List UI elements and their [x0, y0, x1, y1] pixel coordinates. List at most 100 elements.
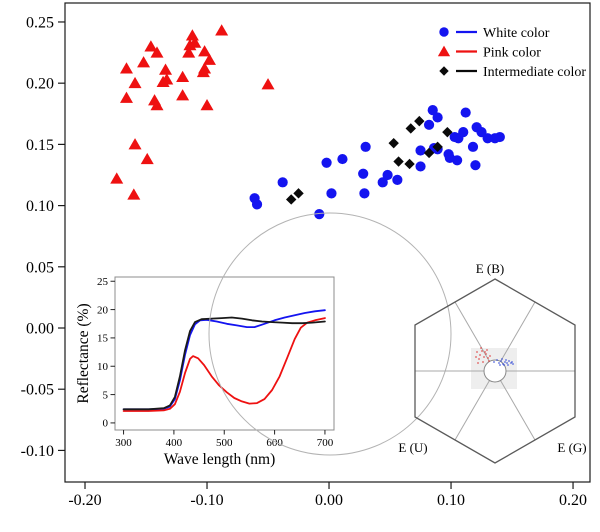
- pink-micro-cluster-dot: [484, 351, 486, 353]
- white-micro-cluster-dot: [496, 359, 498, 361]
- scatter-point-diamond: [393, 156, 404, 167]
- scatter-point-triangle: [182, 46, 196, 58]
- pink-micro-cluster-dot: [483, 356, 485, 358]
- pink-micro-cluster-dot: [482, 361, 484, 363]
- y-tick-label: 0.25: [26, 14, 54, 31]
- scatter-point-circle: [377, 177, 388, 188]
- hexagon-label-eb: E (B): [476, 261, 505, 276]
- scatter-point-circle: [467, 141, 479, 152]
- pink-micro-cluster-dot: [485, 353, 487, 355]
- scatter-point-diamond: [404, 158, 415, 170]
- pink-micro-cluster-dot: [479, 354, 481, 356]
- scatter-point-triangle: [176, 89, 190, 101]
- scatter-point-circle: [382, 169, 393, 181]
- white-micro-cluster-dot: [499, 364, 501, 366]
- hexagon-spoke: [454, 301, 496, 372]
- scatter-point-triangle: [140, 152, 154, 165]
- x-tick-label: -0.20: [68, 492, 101, 509]
- y-tick-label: 0.20: [26, 76, 54, 93]
- inset-y-tick-label: 25: [97, 276, 109, 288]
- scatter-point-circle: [482, 133, 493, 144]
- scatter-point-triangle: [110, 172, 124, 184]
- white-micro-cluster-dot: [498, 362, 500, 364]
- white-micro-cluster-dot: [501, 358, 503, 360]
- scatter-point-triangle: [176, 70, 190, 83]
- white-micro-cluster-dot: [511, 361, 513, 363]
- white-micro-cluster-dot: [493, 361, 495, 363]
- inset-x-tick-label: 400: [166, 437, 183, 449]
- pink-micro-cluster-dot: [478, 358, 480, 360]
- inset-y-tick-label: 0: [103, 418, 109, 430]
- pink-micro-cluster-dot: [477, 362, 479, 364]
- scatter-point-circle: [314, 209, 325, 220]
- scatter-point-circle: [415, 145, 426, 156]
- magnifier-circle: [208, 212, 452, 456]
- pink-micro-cluster-dot: [489, 355, 491, 357]
- inset-x-tick-label: 500: [216, 437, 233, 449]
- inset-y-tick-label: 5: [103, 389, 109, 401]
- y-tick-label: 0.15: [26, 137, 54, 154]
- scatter-point-circle: [321, 157, 332, 168]
- scatter-point-triangle: [198, 45, 212, 57]
- scatter-point-triangle: [261, 78, 275, 90]
- hexagon-label-eu: E (U): [398, 440, 427, 455]
- white-micro-cluster-dot: [503, 364, 505, 366]
- scatter-point-triangle: [128, 76, 142, 89]
- spectra-line: [122, 316, 326, 411]
- scatter-point-circle: [392, 174, 403, 185]
- legend-marker-triangle: [437, 45, 451, 57]
- scatter-point-triangle: [150, 46, 164, 58]
- scatter-point-diamond: [286, 194, 297, 205]
- inset-y-axis-title: Reflectance (%): [75, 303, 92, 403]
- spectra-line: [122, 309, 326, 411]
- inset-y-tick-label: 15: [97, 333, 109, 345]
- inset-x-axis-title: Wave length (nm): [164, 451, 276, 468]
- scatter-point-diamond: [442, 126, 453, 138]
- pink-micro-cluster-dot: [487, 357, 489, 359]
- pink-micro-cluster-dot: [481, 350, 483, 352]
- color-hexagon-diagram: E (B) E (U) E (G): [398, 261, 587, 464]
- scatter-point-diamond: [423, 147, 435, 159]
- scatter-point-triangle: [128, 138, 142, 150]
- inset-y-tick-label: 10: [97, 361, 109, 373]
- spectra-line: [122, 317, 326, 412]
- main-plot-frame: [64, 2, 591, 483]
- pink-micro-cluster-dot: [480, 347, 482, 349]
- scatter-point-diamond: [405, 123, 416, 134]
- scatter-point-triangle: [159, 63, 173, 75]
- legend-item-label: Intermediate color: [483, 65, 586, 80]
- y-tick-label: -0.10: [21, 443, 54, 460]
- inset-frame: [114, 276, 335, 431]
- y-tick-label: 0.05: [26, 259, 54, 276]
- scatter-point-triangle: [215, 24, 229, 36]
- scatter-point-triangle: [119, 91, 133, 103]
- legend-marker-circle: [439, 27, 449, 37]
- scatter-point-circle: [432, 112, 443, 123]
- scatter-point-diamond: [414, 115, 425, 127]
- white-micro-cluster-dot: [508, 360, 510, 362]
- white-micro-cluster-dot: [507, 364, 509, 366]
- scatter-point-circle: [452, 155, 463, 166]
- scatter-point-triangle: [137, 56, 151, 68]
- scatter-point-circle: [470, 160, 481, 171]
- scatter-point-circle: [337, 153, 348, 165]
- pink-micro-cluster-dot: [476, 351, 478, 353]
- inset-x-tick-label: 300: [115, 437, 132, 449]
- scatter-point-circle: [360, 141, 371, 152]
- legend-item-label: White color: [483, 26, 550, 41]
- y-tick-label: 0.00: [26, 321, 54, 338]
- pink-micro-cluster-dot: [488, 360, 490, 362]
- hexagon-label-eg: E (G): [557, 440, 586, 455]
- x-tick-label: 0.10: [437, 492, 465, 509]
- pink-micro-cluster-dot: [486, 349, 488, 351]
- magnifier-circle-annotation: [208, 212, 452, 456]
- hexagon-spoke: [454, 370, 496, 441]
- pink-micro-cluster-dot: [475, 356, 477, 358]
- scatter-point-circle: [326, 188, 337, 199]
- x-tick-label: 0.20: [559, 492, 587, 509]
- inset-reflectance-plot: 300 400 500 600 700 0 5 10 15 20 25 Wave length (nm…: [75, 276, 335, 468]
- white-micro-cluster-dot: [512, 363, 514, 365]
- legend: White color Pink color Intermediate color: [437, 26, 586, 80]
- scatter-point-triangle: [144, 40, 158, 52]
